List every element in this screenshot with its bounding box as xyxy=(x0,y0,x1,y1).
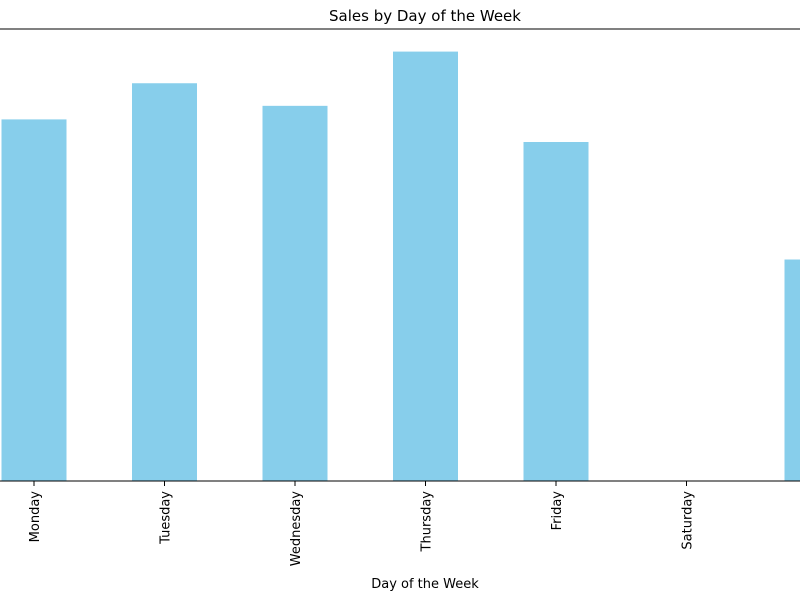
x-tick-label: Thursday xyxy=(420,491,435,553)
bar xyxy=(262,105,328,481)
x-tick-label: Saturday xyxy=(681,491,696,550)
bar xyxy=(393,51,458,481)
bar xyxy=(1,119,67,482)
x-tick-label: Monday xyxy=(28,491,43,543)
chart-title: Sales by Day of the Week xyxy=(329,7,521,25)
x-tick-label: Friday xyxy=(550,491,565,531)
x-tick-label: Tuesday xyxy=(159,491,174,545)
bar xyxy=(784,259,800,481)
x-axis-label: Day of the Week xyxy=(371,577,479,592)
bar xyxy=(132,83,197,482)
bar xyxy=(523,142,589,481)
x-tick-label: Wednesday xyxy=(289,491,304,567)
